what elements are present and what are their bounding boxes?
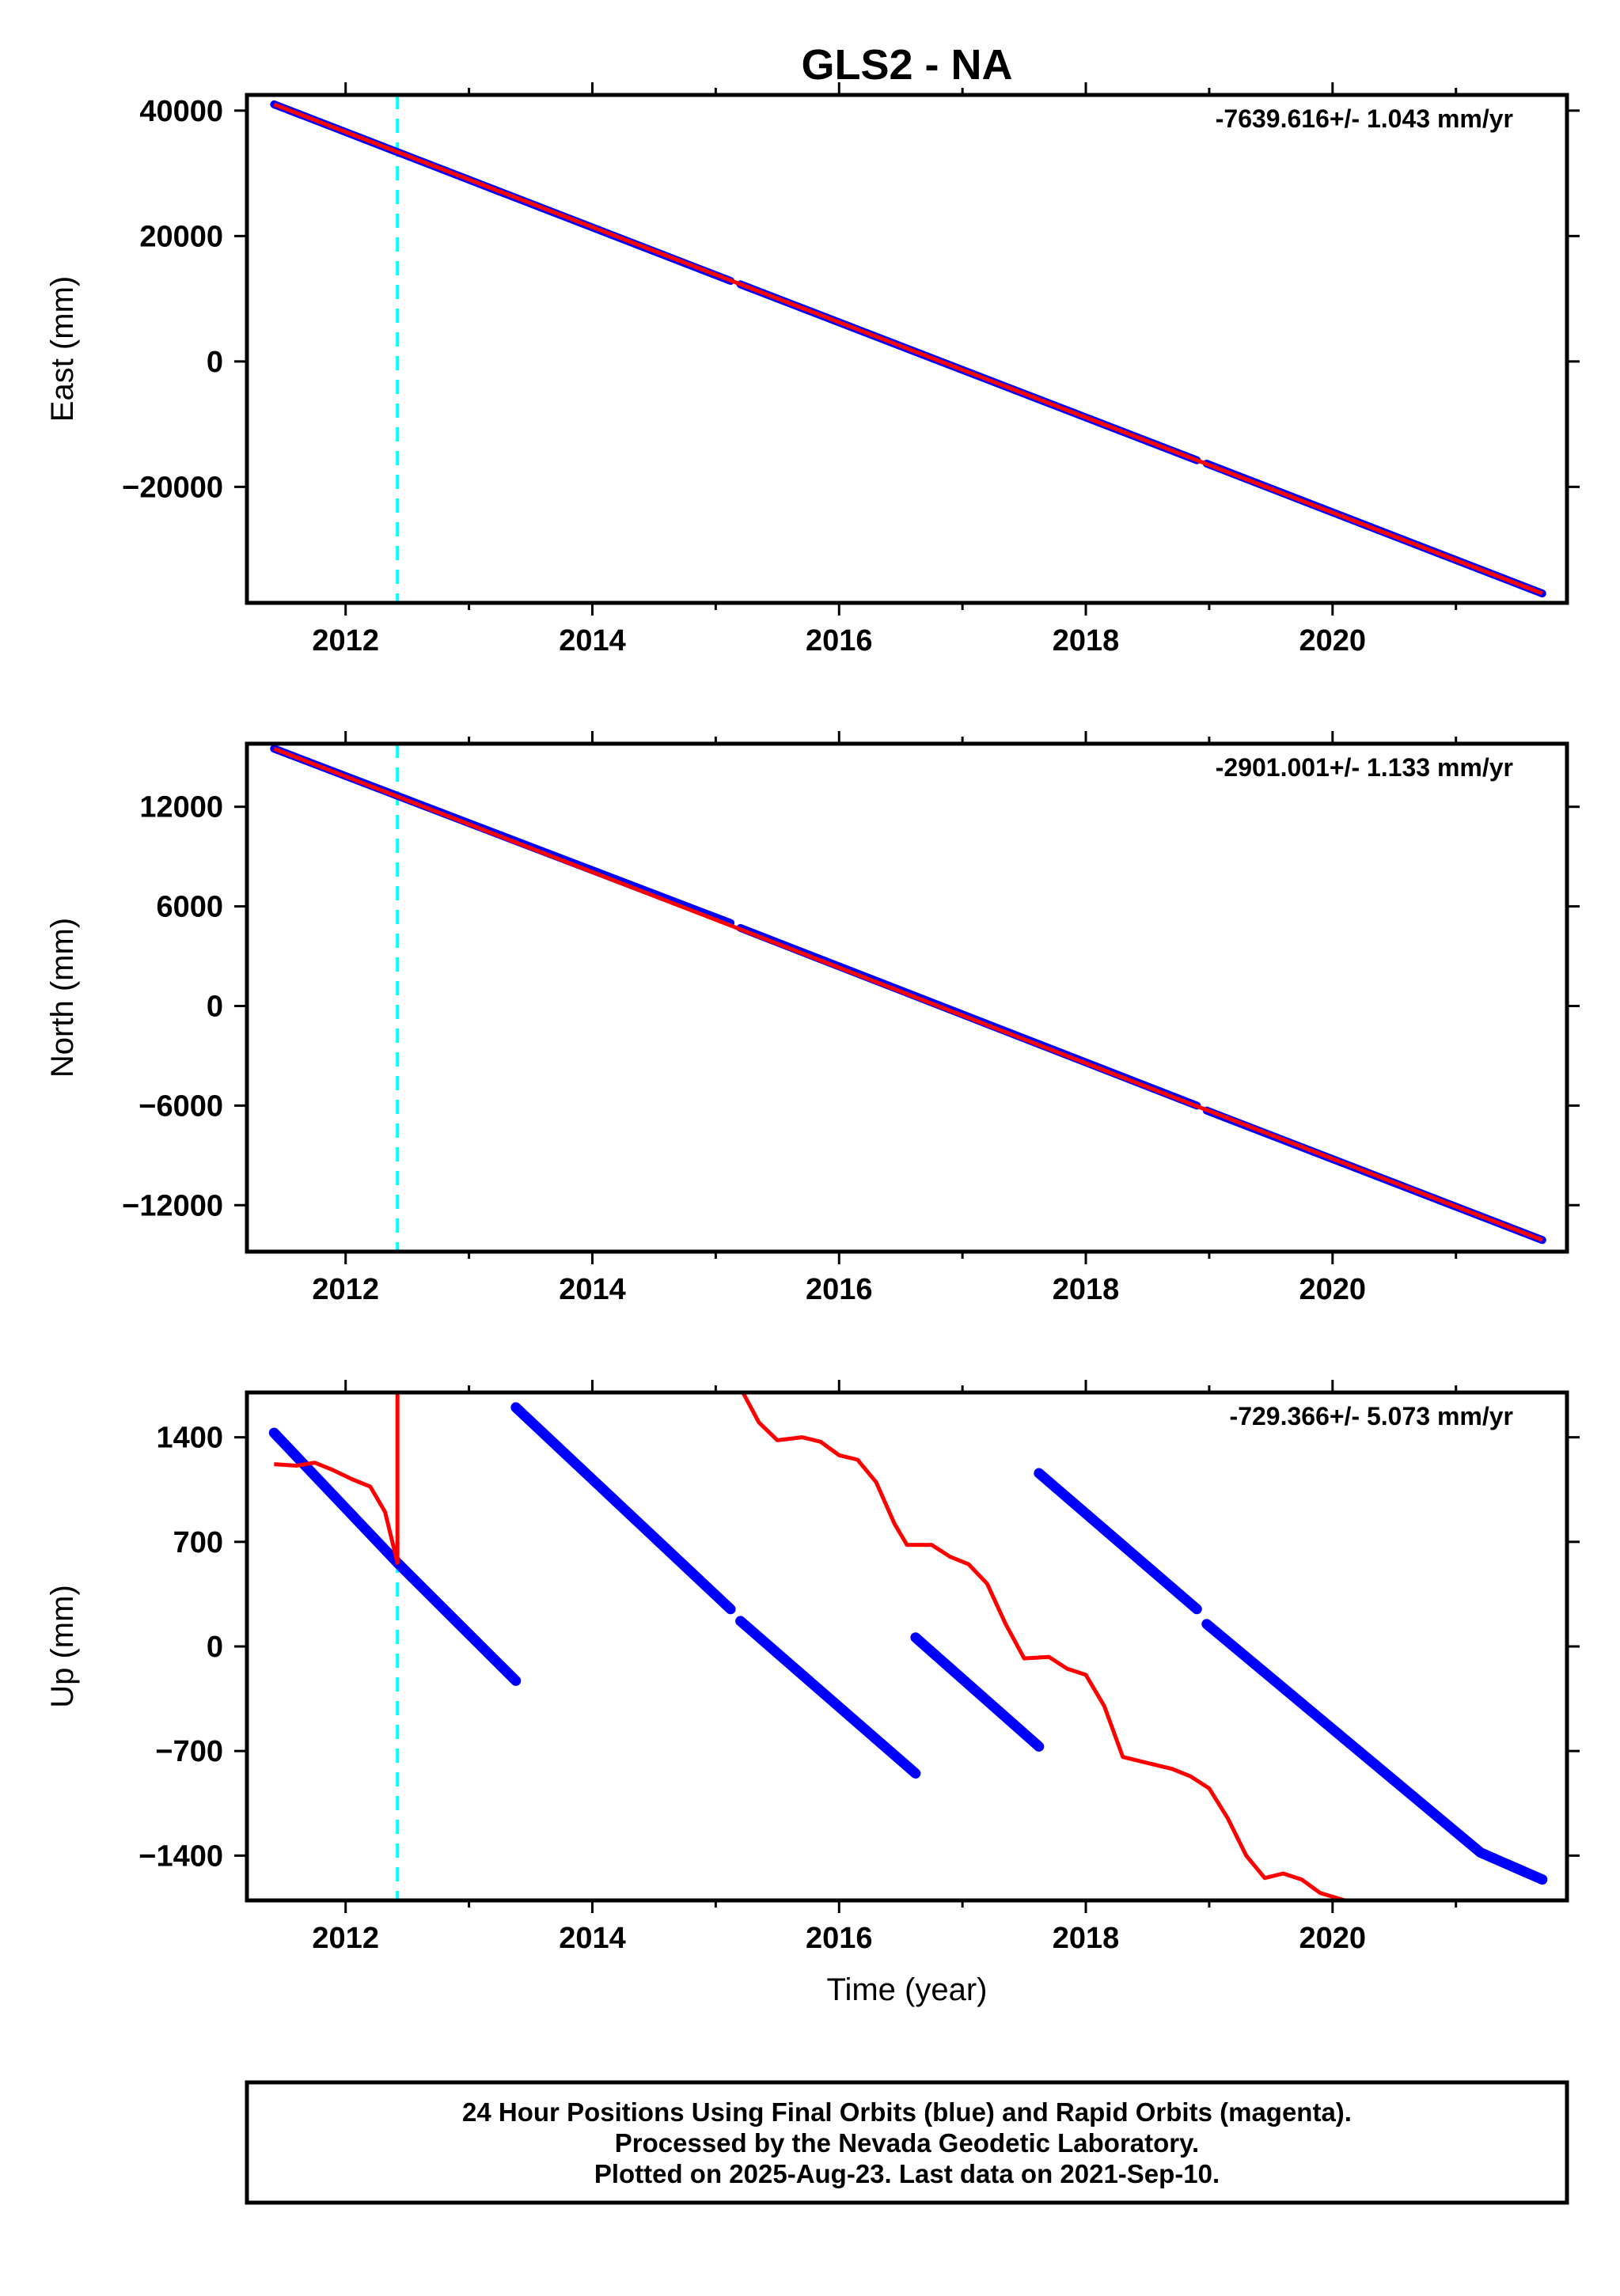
up-final-segment-2 xyxy=(510,1402,736,1615)
east-frame xyxy=(245,93,1569,605)
footer-line-1: 24 Hour Positions Using Final Orbits (bl… xyxy=(462,2097,1352,2127)
up-x-tick-label: 2016 xyxy=(806,1922,873,1955)
up-frame xyxy=(245,1390,1569,1903)
north-x-tick-label: 2012 xyxy=(312,1273,379,1306)
up-y-tick-label: 1400 xyxy=(156,1422,223,1455)
up-final-segment-6 xyxy=(1201,1619,1548,1885)
up-rapid-curve xyxy=(274,1392,1346,1900)
up-y-tick-label: 700 xyxy=(173,1526,223,1559)
north-x-tick-label: 2014 xyxy=(559,1273,626,1306)
north-plot-area xyxy=(270,744,1546,1252)
up-panel: 2012 2014 2016 2018 2020 1400 700 0 −700 −1400 Up … xyxy=(45,1380,1580,1955)
east-x-tick-label: 2014 xyxy=(559,624,626,657)
north-y-tick-label: −6000 xyxy=(138,1089,223,1123)
east-y-tick-label: 0 xyxy=(207,346,223,379)
north-rapid-curve xyxy=(273,746,1543,1242)
up-rate-label: -729.366+/- 5.073 mm/yr xyxy=(1230,1402,1513,1430)
east-rapid-curve xyxy=(273,102,1543,596)
east-y-tick-label: −20000 xyxy=(122,471,223,504)
east-panel: 2012 2014 2016 2018 2020 40000 20000 0 −20000 Eas… xyxy=(45,82,1580,657)
up-x-tick-label: 2012 xyxy=(312,1922,379,1955)
up-y-tick-label: −700 xyxy=(155,1735,223,1768)
east-x-tick-label: 2020 xyxy=(1299,624,1367,657)
up-plot-area xyxy=(268,1392,1548,1900)
footer-line-2: Processed by the Nevada Geodetic Laborat… xyxy=(615,2128,1199,2158)
north-x-tick-label: 2018 xyxy=(1053,1273,1120,1306)
up-y-tick-label: 0 xyxy=(207,1631,223,1664)
east-y-tick-label: 20000 xyxy=(139,220,223,253)
north-y-tick-label: 0 xyxy=(207,990,223,1023)
north-x-tick-label: 2020 xyxy=(1299,1273,1367,1306)
footer-line-3: Plotted on 2025-Aug-23. Last data on 202… xyxy=(594,2159,1220,2188)
up-final-segment-3 xyxy=(735,1616,921,1779)
north-y-tick-label: 12000 xyxy=(139,791,223,824)
east-x-tick-label: 2018 xyxy=(1053,624,1120,657)
figure-title: GLS2 - NA xyxy=(801,41,1012,89)
north-frame xyxy=(245,741,1569,1254)
up-x-tick-label: 2014 xyxy=(559,1922,626,1955)
footer-box: 24 Hour Positions Using Final Orbits (bl… xyxy=(245,2080,1569,2205)
up-x-tick-label: 2020 xyxy=(1299,1922,1367,1955)
east-x-tick-label: 2012 xyxy=(312,624,379,657)
east-y-tick-label: 40000 xyxy=(139,95,223,128)
north-x-tick-label: 2016 xyxy=(806,1273,873,1306)
north-panel: 2012 2014 2016 2018 2020 12000 6000 0 −6000 −1200… xyxy=(45,731,1580,1306)
east-y-axis-label: East (mm) xyxy=(45,276,80,422)
up-final-segment-4 xyxy=(910,1632,1045,1752)
up-final-segment-5 xyxy=(1034,1468,1202,1615)
up-y-axis-label: Up (mm) xyxy=(45,1585,80,1708)
east-plot-area xyxy=(270,95,1546,603)
north-y-axis-label: North (mm) xyxy=(45,918,80,1078)
x-axis-label: Time (year) xyxy=(827,1972,988,2007)
up-y-tick-label: −1400 xyxy=(138,1839,223,1873)
up-x-tick-label: 2018 xyxy=(1053,1922,1120,1955)
north-y-tick-label: −12000 xyxy=(122,1189,223,1222)
east-x-tick-label: 2016 xyxy=(806,624,873,657)
north-rate-label: -2901.001+/- 1.133 mm/yr xyxy=(1216,753,1513,782)
north-y-tick-label: 6000 xyxy=(156,891,223,924)
east-rate-label: -7639.616+/- 1.043 mm/yr xyxy=(1216,104,1513,133)
